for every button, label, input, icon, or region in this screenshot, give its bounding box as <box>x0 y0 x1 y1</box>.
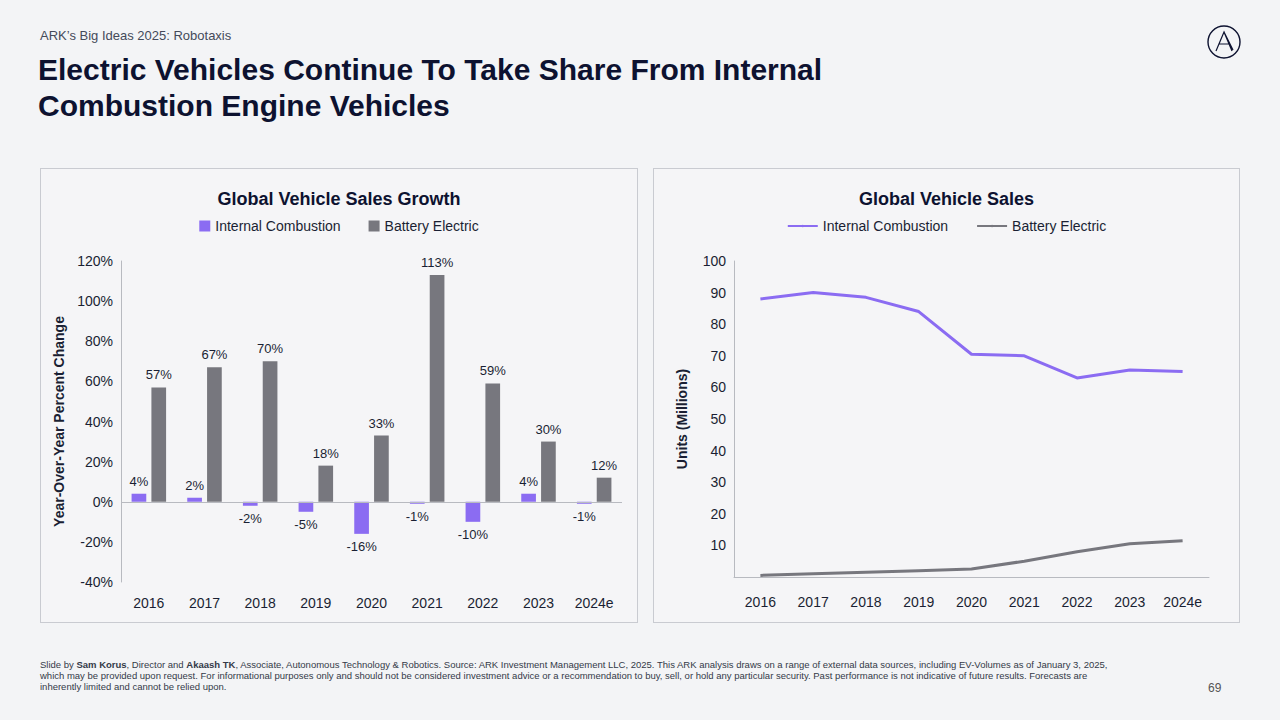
svg-text:40%: 40% <box>85 414 113 430</box>
svg-text:2016: 2016 <box>745 594 776 610</box>
svg-text:2016: 2016 <box>133 595 164 611</box>
svg-text:-5%: -5% <box>294 517 318 532</box>
html-text:Slide by Sam Korus, Director a: Slide by Sam Korus, Director and Akaash … <box>40 659 1108 692</box>
svg-text:Global Vehicle Sales: Global Vehicle Sales <box>859 189 1034 209</box>
svg-text:67%: 67% <box>201 347 227 362</box>
svg-text:50: 50 <box>710 411 726 427</box>
svg-text:-20%: -20% <box>80 534 113 550</box>
svg-text:30%: 30% <box>535 422 561 437</box>
svg-text:Global Vehicle Sales Growth: Global Vehicle Sales Growth <box>217 189 460 209</box>
svg-text:80%: 80% <box>85 333 113 349</box>
svg-text:Battery Electric: Battery Electric <box>1012 218 1106 234</box>
svg-text:113%: 113% <box>421 255 454 270</box>
html-text:ARK’s Big Ideas 2025: Robotaxi: ARK’s Big Ideas 2025: Robotaxis <box>40 28 232 43</box>
svg-text:12%: 12% <box>591 458 617 473</box>
svg-text:2021: 2021 <box>1009 594 1040 610</box>
svg-text:59%: 59% <box>480 363 506 378</box>
svg-text:2022: 2022 <box>1061 594 1092 610</box>
svg-text:2018: 2018 <box>245 595 276 611</box>
svg-text:2020: 2020 <box>956 594 987 610</box>
svg-text:70%: 70% <box>257 341 283 356</box>
svg-text:18%: 18% <box>313 446 339 461</box>
svg-text:-10%: -10% <box>458 527 489 542</box>
svg-text:33%: 33% <box>368 416 394 431</box>
svg-text:70: 70 <box>710 348 726 364</box>
svg-text:Year-Over-Year Percent Change: Year-Over-Year Percent Change <box>51 316 67 527</box>
svg-text:2022: 2022 <box>467 595 498 611</box>
svg-text:-1%: -1% <box>406 509 430 524</box>
svg-text:2023: 2023 <box>523 595 554 611</box>
svg-text:-16%: -16% <box>346 539 377 554</box>
svg-text:60: 60 <box>710 379 726 395</box>
svg-text:-1%: -1% <box>573 509 597 524</box>
svg-text:2%: 2% <box>185 478 204 493</box>
svg-text:120%: 120% <box>77 253 113 269</box>
svg-text:4%: 4% <box>519 474 538 489</box>
svg-text:40: 40 <box>710 443 726 459</box>
svg-text:57%: 57% <box>146 367 172 382</box>
svg-text:20%: 20% <box>85 454 113 470</box>
html-text:Electric Vehicles Continue To: Electric Vehicles Continue To Take Share… <box>38 53 823 122</box>
svg-text:-40%: -40% <box>80 574 113 590</box>
svg-text:Internal Combustion: Internal Combustion <box>823 218 948 234</box>
svg-text:2018: 2018 <box>850 594 881 610</box>
svg-text:20: 20 <box>710 506 726 522</box>
html-text:69: 69 <box>1208 681 1222 695</box>
svg-text:2021: 2021 <box>412 595 443 611</box>
svg-text:2017: 2017 <box>189 595 220 611</box>
svg-text:2017: 2017 <box>798 594 829 610</box>
svg-text:2023: 2023 <box>1114 594 1145 610</box>
svg-text:2019: 2019 <box>300 595 331 611</box>
svg-text:Battery Electric: Battery Electric <box>385 218 479 234</box>
svg-text:-2%: -2% <box>239 511 263 526</box>
svg-text:80: 80 <box>710 316 726 332</box>
svg-text:10: 10 <box>710 537 726 553</box>
svg-text:2024e: 2024e <box>1163 594 1202 610</box>
svg-text:0%: 0% <box>93 494 113 510</box>
svg-text:2019: 2019 <box>903 594 934 610</box>
svg-text:100%: 100% <box>77 293 113 309</box>
svg-text:60%: 60% <box>85 373 113 389</box>
svg-text:100: 100 <box>703 253 727 269</box>
svg-text:90: 90 <box>710 285 726 301</box>
svg-text:Units (Millions): Units (Millions) <box>674 369 690 469</box>
svg-text:2020: 2020 <box>356 595 387 611</box>
svg-text:4%: 4% <box>130 474 149 489</box>
svg-text:Internal Combustion: Internal Combustion <box>215 218 340 234</box>
svg-text:2024e: 2024e <box>575 595 614 611</box>
svg-text:30: 30 <box>710 474 726 490</box>
